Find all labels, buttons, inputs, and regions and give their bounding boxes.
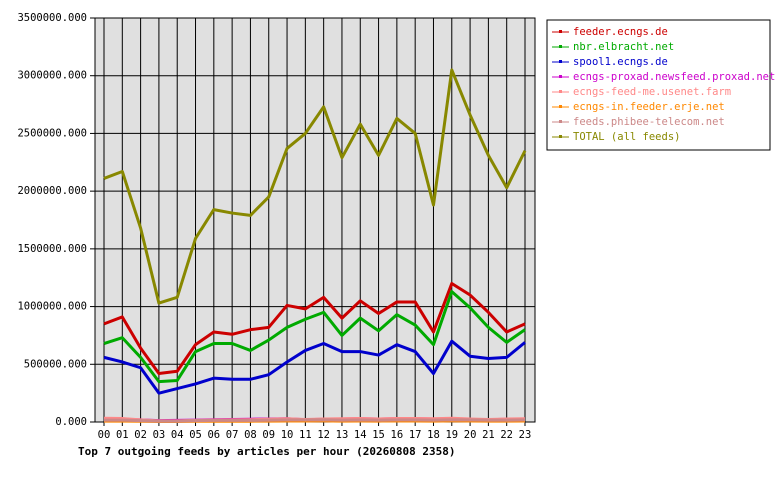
- series-line: [103, 290, 526, 384]
- legend-label: ecngs-feed-me.usenet.farm: [573, 86, 731, 98]
- plot-area: [94, 17, 536, 423]
- legend-marker: [559, 90, 562, 93]
- x-tick-label: 17: [409, 429, 422, 441]
- y-tick-label: 500000.000: [24, 358, 87, 370]
- y-tick-label: 1000000.000: [17, 301, 87, 313]
- x-tick-label: 22: [500, 429, 513, 441]
- x-tick-label: 23: [519, 429, 532, 441]
- y-tick-label: 3500000.000: [17, 12, 87, 24]
- x-tick-label: 19: [445, 429, 458, 441]
- x-tick-label: 16: [391, 429, 404, 441]
- x-tick-label: 01: [116, 429, 129, 441]
- x-tick-label: 12: [317, 429, 330, 441]
- x-tick-label: 18: [427, 429, 440, 441]
- x-tick-label: 20: [464, 429, 477, 441]
- x-tick-label: 08: [244, 429, 257, 441]
- x-tick-label: 00: [98, 429, 111, 441]
- legend-label: TOTAL (all feeds): [573, 131, 680, 143]
- legend-label: spool1.ecngs.de: [573, 56, 668, 68]
- legend-marker: [559, 135, 562, 138]
- legend-label: nbr.elbracht.net: [573, 41, 674, 53]
- x-tick-label: 11: [299, 429, 312, 441]
- x-tick-label: 07: [226, 429, 239, 441]
- x-tick-label: 02: [134, 429, 147, 441]
- y-tick-label: 3000000.000: [17, 70, 87, 82]
- x-tick-label: 06: [207, 429, 220, 441]
- legend-label: ecngs-in.feeder.erje.net: [573, 101, 725, 113]
- legend-marker: [559, 75, 562, 78]
- y-tick-label: 2500000.000: [17, 127, 87, 139]
- series-line: [104, 418, 526, 423]
- series-line: [103, 281, 526, 376]
- series-line: [103, 339, 526, 395]
- chart-title: Top 7 outgoing feeds by articles per hou…: [78, 445, 456, 458]
- legend-box: [546, 19, 771, 151]
- y-tick-label: 2000000.000: [17, 185, 87, 197]
- x-tick-label: 10: [281, 429, 294, 441]
- x-tick-label: 05: [189, 429, 202, 441]
- series-line: [103, 68, 527, 305]
- legend-label: ecngs-proxad.newsfeed.proxad.net: [573, 71, 775, 83]
- y-tick-label: 0.000: [55, 416, 87, 428]
- legend-marker: [559, 120, 562, 123]
- y-tick-label: 1500000.000: [17, 243, 87, 255]
- legend-label: feeds.phibee-telecom.net: [573, 116, 725, 128]
- x-tick-label: 13: [336, 429, 349, 441]
- x-tick-label: 04: [171, 429, 184, 441]
- x-tick-label: 15: [372, 429, 385, 441]
- legend-marker: [559, 60, 562, 63]
- x-tick-label: 21: [482, 429, 495, 441]
- legend-marker: [559, 30, 562, 33]
- legend-label: feeder.ecngs.de: [573, 26, 668, 38]
- x-tick-label: 03: [153, 429, 166, 441]
- x-tick-label: 09: [262, 429, 275, 441]
- legend-marker: [559, 45, 562, 48]
- legend-marker: [559, 105, 562, 108]
- x-tick-label: 14: [354, 429, 367, 441]
